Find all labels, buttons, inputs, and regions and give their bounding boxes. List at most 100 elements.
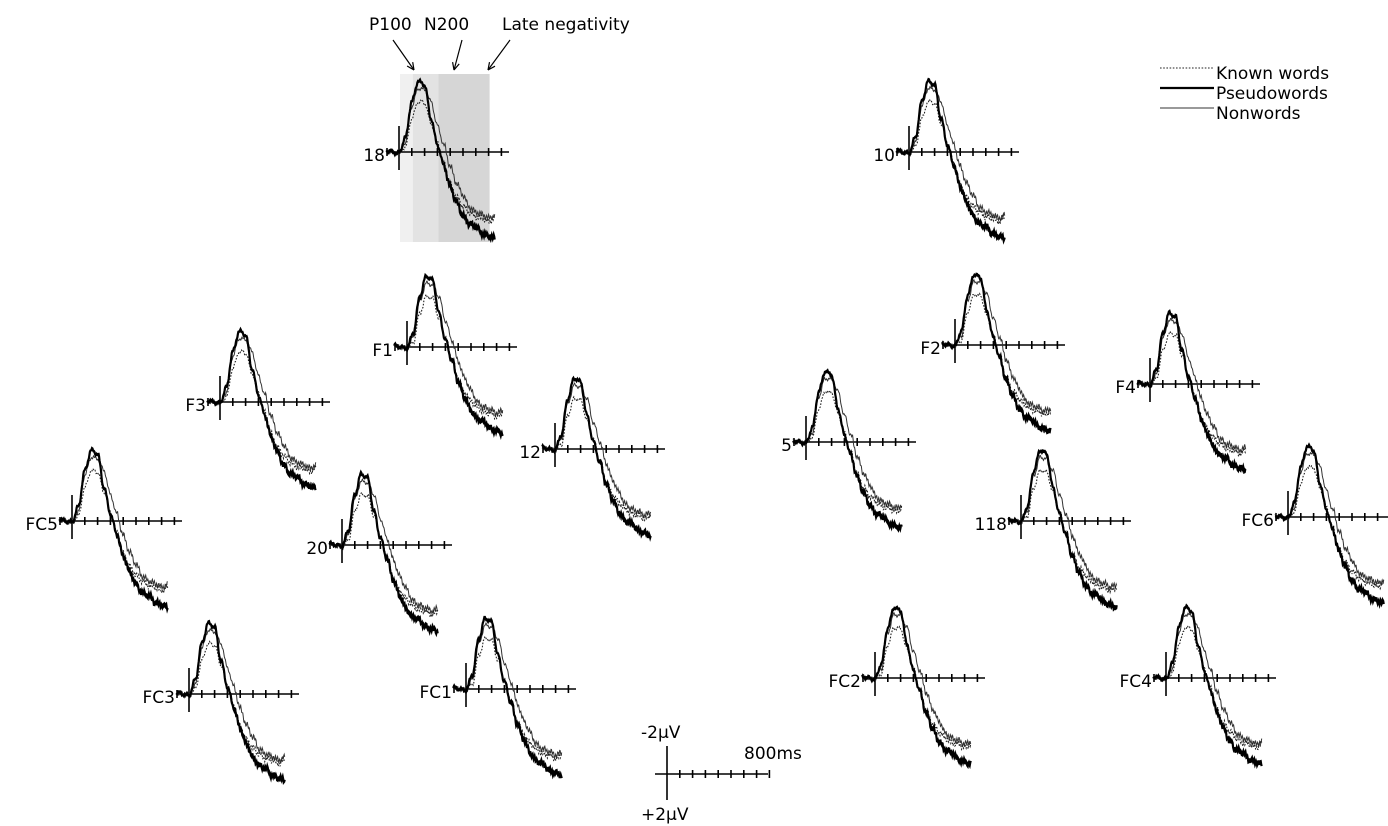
waveform-known xyxy=(941,292,1052,418)
waveform-non xyxy=(1136,317,1247,454)
electrode-axes-20 xyxy=(329,519,452,563)
component-label: P100 xyxy=(369,15,412,35)
electrode-label: FC6 xyxy=(1242,511,1274,531)
waveform-non xyxy=(1008,454,1118,591)
electrode-axes-12 xyxy=(542,423,665,467)
electrode-axes-F2 xyxy=(942,319,1065,363)
waveforms-10 xyxy=(895,77,1006,245)
waveforms-FC2 xyxy=(861,605,972,770)
electrode-axes-FC5 xyxy=(59,495,182,539)
waveform-pseudo xyxy=(206,326,317,491)
component-label: Late negativity xyxy=(502,15,630,35)
waveforms-FC5 xyxy=(58,446,169,614)
waveform-pseudo xyxy=(792,368,903,534)
electrode-axes-FC1 xyxy=(453,663,576,707)
electrode-axes-FC2 xyxy=(862,652,985,696)
waveform-known xyxy=(385,99,495,227)
electrode-axes-F4 xyxy=(1137,358,1260,402)
electrode-label: 5 xyxy=(781,436,792,456)
waveform-pseudo xyxy=(1007,448,1118,612)
waveform-non xyxy=(175,628,286,764)
waveform-pseudo xyxy=(1152,603,1263,770)
waveform-known xyxy=(206,349,317,476)
electrode-label: F2 xyxy=(920,339,941,359)
waveforms-20 xyxy=(328,469,439,638)
component-arrow xyxy=(487,39,511,71)
electrode-label: 12 xyxy=(519,443,541,463)
electrode-label: FC5 xyxy=(26,515,58,535)
waveform-pseudo xyxy=(385,77,496,244)
waveforms-FC6 xyxy=(1274,442,1385,610)
electrode-label: 118 xyxy=(975,515,1007,535)
waveform-known xyxy=(58,467,169,595)
waveform-non xyxy=(1274,451,1385,587)
waveforms-F3 xyxy=(206,326,317,491)
electrode-label: FC4 xyxy=(1120,672,1152,692)
waveform-layer xyxy=(58,77,1385,785)
waveform-non xyxy=(941,278,1052,415)
scale-neg-label: -2µV xyxy=(641,723,681,743)
waveforms-FC3 xyxy=(175,619,286,785)
scale-pos-label: +2µV xyxy=(641,805,689,825)
waveform-pseudo xyxy=(861,605,972,770)
component-arrow xyxy=(453,39,463,71)
electrode-label: F1 xyxy=(372,341,393,361)
electrode-label: F3 xyxy=(185,396,206,416)
electrode-axes-F3 xyxy=(207,376,330,420)
waveform-non xyxy=(58,455,168,592)
legend-label-known: Known words xyxy=(1216,64,1329,84)
scale-time-label: 800ms xyxy=(744,744,802,764)
axes-layer xyxy=(59,126,1388,712)
waveforms-FC1 xyxy=(452,615,563,780)
electrode-axes-FC3 xyxy=(176,668,299,712)
waveform-pseudo xyxy=(941,272,1052,435)
waveform-known xyxy=(1137,330,1247,459)
waveforms-18 xyxy=(385,77,496,244)
waveform-known xyxy=(393,293,504,421)
scale-bar: -2µV +2µV 800ms xyxy=(641,723,802,825)
waveform-known xyxy=(452,635,563,763)
label-layer: 18 10 F1 F2 F3 F4 12 5 FC5 20 118 FC6 FC3 FC1 FC2 FC4 P1… xyxy=(26,15,1274,708)
waveform-pseudo xyxy=(1274,442,1385,610)
component-label: N200 xyxy=(424,15,469,35)
waveform-known xyxy=(175,640,286,769)
waveform-pseudo xyxy=(393,272,504,441)
waveforms-12 xyxy=(541,375,652,542)
waveforms-118 xyxy=(1007,448,1118,612)
electrode-label: F4 xyxy=(1115,378,1136,398)
electrode-label: FC2 xyxy=(829,672,861,692)
waveform-pseudo xyxy=(1136,309,1247,474)
waveform-known xyxy=(1274,464,1385,591)
legend-label-non: Nonwords xyxy=(1216,104,1301,124)
waveform-known xyxy=(861,625,972,752)
component-arrow xyxy=(392,39,415,71)
waveform-known xyxy=(541,395,652,523)
waveform-non xyxy=(895,85,1006,223)
component-arrowhead xyxy=(487,61,496,71)
waveform-non xyxy=(328,478,439,616)
waveforms-F2 xyxy=(941,272,1052,435)
waveform-pseudo xyxy=(175,619,286,785)
waveform-non xyxy=(861,611,972,748)
waveform-non xyxy=(792,375,902,512)
waveform-pseudo xyxy=(541,375,652,542)
waveform-known xyxy=(792,389,903,515)
waveform-known xyxy=(328,491,439,619)
waveform-pseudo xyxy=(895,77,1006,245)
waveform-known xyxy=(895,98,1005,226)
component-arrowhead xyxy=(452,61,460,71)
electrode-axes-10 xyxy=(896,126,1019,170)
electrode-axes-118 xyxy=(1008,495,1131,539)
waveforms-FC4 xyxy=(1152,603,1263,770)
electrode-axes-18 xyxy=(386,126,509,170)
waveform-non xyxy=(206,336,317,472)
component-arrowhead xyxy=(406,62,415,71)
waveform-known xyxy=(1152,624,1263,751)
waveform-known xyxy=(1007,468,1118,596)
electrode-label: FC3 xyxy=(143,688,175,708)
waveforms-F1 xyxy=(393,272,504,441)
electrode-label: FC1 xyxy=(420,683,452,703)
electrode-axes-F1 xyxy=(394,321,517,365)
